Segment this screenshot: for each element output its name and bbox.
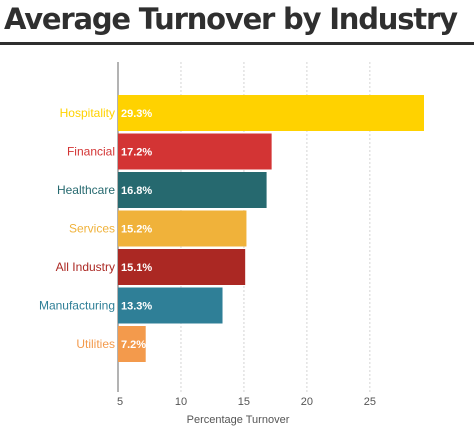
bar bbox=[118, 326, 146, 362]
category-label: All Industry bbox=[56, 260, 115, 274]
bar bbox=[118, 133, 272, 170]
category-label: Utilities bbox=[76, 337, 115, 351]
value-label: 13.3% bbox=[121, 301, 152, 313]
x-tick-labels: 5 10 15 20 25 bbox=[117, 396, 376, 408]
category-label: Manufacturing bbox=[39, 299, 115, 313]
bar bbox=[118, 287, 223, 324]
title-divider bbox=[0, 42, 474, 45]
value-label: 15.1% bbox=[121, 262, 152, 274]
category-label: Financial bbox=[67, 145, 115, 159]
value-label: 16.8% bbox=[121, 185, 152, 197]
bar bbox=[118, 210, 247, 247]
bar bbox=[118, 95, 424, 131]
value-label: 29.3% bbox=[121, 108, 152, 120]
category-label: Hospitality bbox=[60, 106, 115, 120]
value-label: 17.2% bbox=[121, 147, 152, 159]
x-tick-label: 15 bbox=[238, 396, 250, 408]
x-tick-label: 10 bbox=[175, 396, 187, 408]
category-label: Services bbox=[69, 222, 115, 236]
x-tick-label: 25 bbox=[364, 396, 376, 408]
x-tick-label: 20 bbox=[301, 396, 313, 408]
chart-title: Average Turnover by Industry bbox=[4, 2, 458, 36]
value-label: 7.2% bbox=[121, 339, 146, 351]
category-labels: Hospitality Financial Healthcare Services Al… bbox=[39, 106, 115, 351]
bars bbox=[118, 95, 424, 362]
bar bbox=[118, 172, 267, 208]
category-label: Healthcare bbox=[57, 183, 115, 197]
x-tick-label: 5 bbox=[117, 396, 123, 408]
value-label: 15.2% bbox=[121, 224, 152, 236]
x-axis-label: Percentage Turnover bbox=[187, 414, 290, 426]
bar bbox=[118, 249, 246, 285]
value-labels: 29.3% 17.2% 16.8% 15.2% 15.1% 13.3% 7.2% bbox=[121, 108, 152, 351]
